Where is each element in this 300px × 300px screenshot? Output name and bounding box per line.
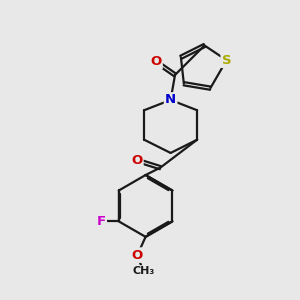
Text: O: O bbox=[132, 249, 143, 262]
Text: S: S bbox=[222, 54, 231, 67]
Text: N: N bbox=[165, 93, 176, 106]
Text: F: F bbox=[97, 215, 106, 228]
Text: O: O bbox=[131, 154, 142, 167]
Text: CH₃: CH₃ bbox=[132, 266, 154, 276]
Text: O: O bbox=[150, 55, 161, 68]
